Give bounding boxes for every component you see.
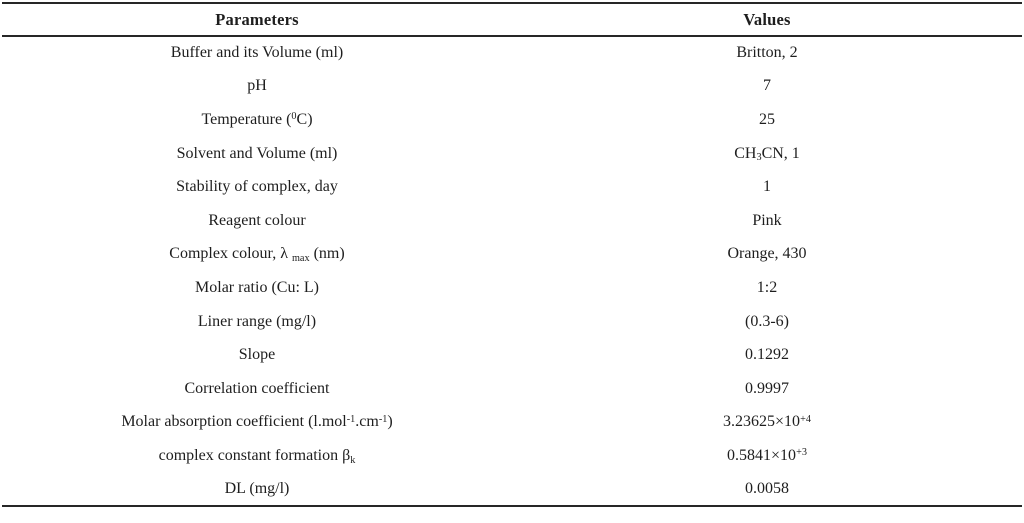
value-cell: 0.5841×10+3: [727, 446, 807, 464]
value-cell: CH3CN, 1: [734, 144, 800, 164]
param-cell: DL (mg/l): [224, 480, 290, 498]
param-cell: Buffer and its Volume (ml): [170, 44, 344, 62]
parameters-table: Parameters Values Buffer and its Volume …: [2, 2, 1022, 508]
param-cell: Solvent and Volume (ml): [176, 144, 338, 162]
table-row: Molar ratio (Cu: L) 1:2: [2, 271, 1022, 305]
param-cell: Correlation coefficient: [184, 379, 330, 397]
table-row: complex constant formation βk 0.5841×10+…: [2, 439, 1022, 473]
table-row: Slope 0.1292: [2, 338, 1022, 372]
value-cell: 0.9997: [745, 379, 789, 397]
param-cell: Molar absorption coefficient (l.mol-1.cm…: [121, 413, 393, 431]
column-header-parameters: Parameters: [215, 9, 299, 29]
table-row: Reagent colour Pink: [2, 204, 1022, 238]
column-header-values: Values: [743, 9, 791, 29]
param-cell: Molar ratio (Cu: L): [195, 278, 319, 296]
value-cell: 25: [759, 110, 775, 128]
table-row: Temperature (0C) 25: [2, 103, 1022, 137]
value-cell: 1: [763, 178, 771, 196]
value-cell: 3.23625×10+4: [723, 413, 811, 431]
value-cell: 0.1292: [745, 346, 789, 364]
value-cell: (0.3-6): [745, 312, 789, 330]
param-cell: Slope: [238, 346, 276, 364]
value-cell: 1:2: [756, 278, 778, 296]
table-row: Complex colour, λ max (nm) Orange, 430: [2, 238, 1022, 272]
table-row: Stability of complex, day 1: [2, 170, 1022, 204]
table-body: Buffer and its Volume (ml) Britton, 2 pH…: [2, 36, 1022, 506]
param-cell: Reagent colour: [208, 211, 306, 229]
param-cell: Liner range (mg/l): [197, 312, 317, 330]
table-row: Solvent and Volume (ml) CH3CN, 1: [2, 137, 1022, 171]
param-cell: Temperature (0C): [201, 110, 313, 128]
table-row: Molar absorption coefficient (l.mol-1.cm…: [2, 406, 1022, 440]
table-row: Buffer and its Volume (ml) Britton, 2: [2, 36, 1022, 70]
value-cell: Pink: [752, 211, 782, 229]
table-header: Parameters Values: [2, 3, 1022, 36]
param-cell: Stability of complex, day: [176, 178, 338, 196]
table-row: Liner range (mg/l) (0.3-6): [2, 305, 1022, 339]
value-cell: 0.0058: [745, 480, 789, 498]
value-cell: 7: [763, 77, 771, 95]
param-cell: pH: [247, 77, 267, 95]
header-row: Parameters Values: [2, 3, 1022, 36]
table-row: DL (mg/l) 0.0058: [2, 473, 1022, 507]
param-cell: complex constant formation βk: [158, 446, 356, 466]
table-row: pH 7: [2, 70, 1022, 104]
value-cell: Britton, 2: [736, 44, 798, 62]
param-cell: Complex colour, λ max (nm): [169, 245, 345, 265]
table-row: Correlation coefficient 0.9997: [2, 372, 1022, 406]
value-cell: Orange, 430: [727, 245, 807, 263]
